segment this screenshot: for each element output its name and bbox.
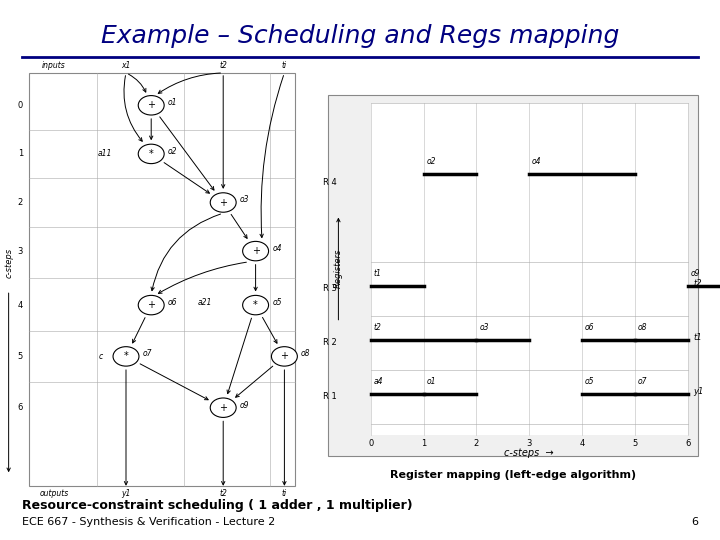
Text: 4: 4: [580, 439, 585, 448]
Text: c-steps  →: c-steps →: [505, 448, 554, 458]
Text: o6: o6: [585, 323, 595, 332]
Text: 6: 6: [18, 403, 23, 412]
Text: 2: 2: [474, 439, 479, 448]
Text: c-steps: c-steps: [4, 248, 13, 278]
Circle shape: [138, 144, 164, 164]
Text: o2: o2: [426, 157, 436, 166]
Text: c: c: [99, 352, 103, 361]
Text: Example – Scheduling and Regs mapping: Example – Scheduling and Regs mapping: [101, 24, 619, 48]
Text: 1: 1: [18, 150, 23, 158]
Circle shape: [138, 295, 164, 315]
Text: o1: o1: [168, 98, 177, 107]
Text: *: *: [149, 149, 153, 159]
Text: t2: t2: [693, 279, 702, 288]
Circle shape: [243, 295, 269, 315]
Text: *: *: [253, 300, 258, 310]
Text: 6: 6: [685, 439, 690, 448]
Text: o2: o2: [168, 147, 177, 156]
Text: Registers: Registers: [334, 249, 343, 288]
Text: o5: o5: [585, 377, 595, 386]
Text: 6: 6: [691, 517, 698, 528]
Text: o3: o3: [240, 195, 249, 204]
Text: o6: o6: [168, 298, 177, 307]
Text: 3: 3: [18, 247, 23, 255]
Text: R 2: R 2: [323, 339, 337, 347]
Text: o9: o9: [690, 269, 700, 278]
Text: 4: 4: [18, 301, 23, 309]
Text: Resource-constraint scheduling ( 1 adder , 1 multiplier): Resource-constraint scheduling ( 1 adder…: [22, 500, 413, 512]
Text: *: *: [124, 352, 128, 361]
Circle shape: [138, 96, 164, 115]
Text: o7: o7: [143, 349, 152, 358]
Text: a4: a4: [374, 377, 383, 386]
Text: o7: o7: [638, 377, 647, 386]
Circle shape: [113, 347, 139, 366]
Circle shape: [210, 193, 236, 212]
Bar: [29, 73, 295, 486]
Bar: [371, 103, 688, 435]
Text: +: +: [251, 246, 260, 256]
Text: o4: o4: [272, 244, 282, 253]
Circle shape: [271, 347, 297, 366]
Text: ti: ti: [282, 489, 287, 498]
Bar: [328, 94, 698, 456]
Text: +: +: [219, 198, 228, 207]
Text: +: +: [147, 100, 156, 110]
Text: t2: t2: [374, 323, 382, 332]
Text: a21: a21: [198, 298, 212, 307]
Text: R 3: R 3: [323, 285, 337, 293]
Text: o8: o8: [301, 349, 310, 358]
Text: x1: x1: [121, 61, 131, 70]
Text: 2: 2: [18, 198, 23, 207]
Text: +: +: [147, 300, 156, 310]
Text: o1: o1: [426, 377, 436, 386]
Text: a11: a11: [97, 150, 112, 158]
Text: t1: t1: [374, 269, 382, 278]
Text: +: +: [219, 403, 228, 413]
Text: +: +: [280, 352, 289, 361]
Text: y1: y1: [693, 387, 703, 396]
Text: o8: o8: [638, 323, 647, 332]
Text: 5: 5: [18, 352, 23, 361]
Text: 1: 1: [421, 439, 426, 448]
Text: outputs: outputs: [40, 489, 68, 498]
Text: o9: o9: [240, 401, 249, 409]
Text: o4: o4: [532, 157, 541, 166]
Text: inputs: inputs: [42, 61, 66, 70]
Circle shape: [243, 241, 269, 261]
Text: 0: 0: [18, 101, 23, 110]
Text: R 1: R 1: [323, 393, 337, 401]
Text: R 4: R 4: [323, 178, 337, 187]
Text: 0: 0: [368, 439, 374, 448]
Circle shape: [210, 398, 236, 417]
Text: Register mapping (left-edge algorithm): Register mapping (left-edge algorithm): [390, 470, 636, 480]
Text: ECE 667 - Synthesis & Verification - Lecture 2: ECE 667 - Synthesis & Verification - Lec…: [22, 517, 275, 528]
Text: o3: o3: [480, 323, 489, 332]
Text: t2: t2: [220, 61, 227, 70]
Text: ti: ti: [282, 61, 287, 70]
Text: o5: o5: [272, 298, 282, 307]
Text: t2: t2: [220, 489, 227, 498]
Text: y1: y1: [121, 489, 131, 498]
Text: t1: t1: [693, 333, 702, 342]
Text: 3: 3: [526, 439, 532, 448]
Text: 5: 5: [632, 439, 637, 448]
